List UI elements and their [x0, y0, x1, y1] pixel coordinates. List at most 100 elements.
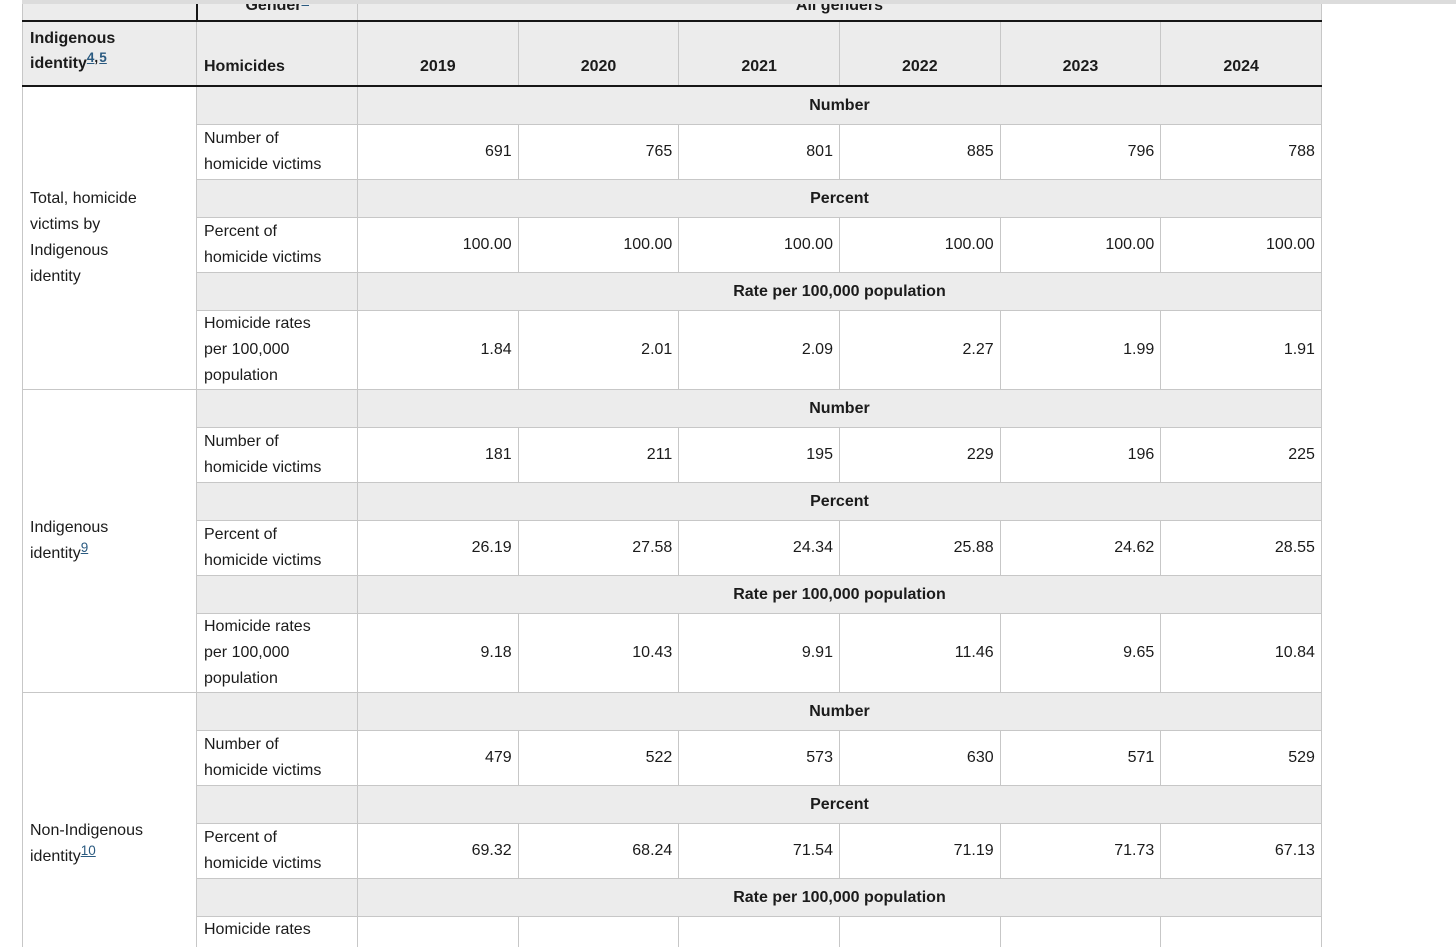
group-label-text: Indigenous identity9: [30, 515, 160, 567]
group-label-text: Non-Indigenous identity10: [30, 818, 160, 870]
section-header-spacer-cell: [196, 785, 358, 824]
section-header-percent: Percent: [357, 785, 1322, 824]
value-cell: 10.43: [517, 613, 680, 693]
year-column-header: 2023: [999, 20, 1162, 87]
gender-header-row: Gender7 All genders: [22, 0, 1322, 22]
group-label-name: Non-Indigenous identity: [30, 822, 143, 865]
row-label-text: Percent of homicide victims: [204, 829, 322, 872]
value-cell: 27.58: [517, 520, 680, 576]
value-cell: 9.18: [357, 613, 519, 693]
value-cell: 796: [999, 124, 1162, 180]
indigenous-identity-header-label: Indigenous identity: [30, 30, 116, 72]
value-cell: 69.32: [357, 823, 519, 879]
section-header-row: Rate per 100,000 population: [23, 272, 1322, 311]
value-cell: 100.00: [999, 217, 1162, 273]
group-label: Total, homicide victims by Indigenous id…: [22, 85, 197, 390]
data-row: Number of homicide victims 479 522 573 630 57…: [23, 730, 1322, 786]
value-cell: 1.58: [678, 916, 840, 947]
value-cell: 26.19: [357, 520, 519, 576]
value-cell: 529: [1160, 730, 1322, 786]
data-row: Number of homicide victims 181 211 195 229 19…: [23, 427, 1322, 483]
section-header-number: Number: [357, 85, 1322, 125]
value-cell: 100.00: [838, 217, 1001, 273]
section-header-row: Rate per 100,000 population: [23, 575, 1322, 614]
value-cell: 1.99: [999, 310, 1162, 390]
group-label: Non-Indigenous identity10: [22, 692, 197, 947]
value-cell: 788: [1160, 124, 1322, 180]
section-header-row: Percent: [23, 482, 1322, 521]
row-label-text: Number of homicide victims: [204, 130, 322, 173]
footnote-separator: ,: [94, 50, 100, 65]
value-cell: 100.00: [357, 217, 519, 273]
year-column-header: 2021: [678, 20, 840, 87]
footnote-sup: 10: [81, 843, 96, 858]
year-column-header: 2024: [1160, 20, 1322, 87]
value-cell: 71.54: [678, 823, 840, 879]
corner-cell: [22, 0, 197, 22]
value-cell: 24.62: [999, 520, 1162, 576]
value-cell: 630: [838, 730, 1001, 786]
value-cell: 765: [517, 124, 680, 180]
value-cell: 100.00: [1160, 217, 1322, 273]
value-cell: 71.73: [999, 823, 1162, 879]
row-label-text: Percent of homicide victims: [204, 223, 322, 266]
indigenous-identity-column-header: Indigenous identity4, 5: [22, 20, 197, 87]
value-cell: 1.45: [517, 916, 680, 947]
data-row: Homicide rates per 100,000 population 1.3…: [23, 916, 1322, 947]
section-header-percent: Percent: [357, 179, 1322, 218]
section-header-rate: Rate per 100,000 population: [357, 272, 1322, 311]
data-row: Percent of homicide victims 26.19 27.58 24.…: [23, 520, 1322, 576]
value-cell: 211: [517, 427, 680, 483]
section-header-row: Rate per 100,000 population: [23, 878, 1322, 917]
row-label-text: Number of homicide victims: [204, 736, 322, 779]
value-cell: 229: [838, 427, 1001, 483]
row-label-text: Homicide rates per 100,000 population: [204, 618, 311, 687]
footnote-sup: 9: [81, 540, 89, 555]
value-cell: 11.46: [838, 613, 1001, 693]
row-label-number: Number of homicide victims: [196, 427, 358, 483]
data-row: Number of homicide victims 691 765 801 885 79…: [23, 124, 1322, 180]
value-cell: 68.24: [517, 823, 680, 879]
value-cell: 2.09: [678, 310, 840, 390]
row-label-rate: Homicide rates per 100,000 population: [196, 916, 358, 947]
section-header-rate: Rate per 100,000 population: [357, 575, 1322, 614]
footnote-link[interactable]: 5: [99, 50, 107, 65]
year-column-header: 2020: [517, 20, 680, 87]
homicide-statistics-table: Gender7 All genders Indigenous identity4…: [22, 0, 1322, 947]
group-label: Indigenous identity9: [22, 389, 197, 693]
horizontal-scrollbar-track[interactable]: [22, 0, 1456, 4]
data-row: Percent of homicide victims 69.32 68.24 71.…: [23, 823, 1322, 879]
footnote-link[interactable]: 4: [86, 50, 95, 65]
section-header-row: Indigenous identity9 Number: [22, 389, 1322, 693]
main-header-row: Indigenous identity4, 5 Homicides 2019 2…: [22, 20, 1322, 87]
row-label-text: Number of homicide victims: [204, 433, 322, 476]
value-cell: 1.35: [1160, 916, 1322, 947]
section-header-spacer-cell: [196, 179, 358, 218]
value-cell: 25.88: [838, 520, 1001, 576]
section-header-spacer-cell: [196, 878, 358, 917]
group-label-name: Total, homicide victims by Indigenous id…: [30, 190, 137, 285]
section-header-spacer-cell: [196, 692, 358, 731]
row-label-text: Percent of homicide victims: [204, 526, 322, 569]
footnote-link[interactable]: 10: [80, 843, 96, 858]
value-cell: 573: [678, 730, 840, 786]
data-row: Homicide rates per 100,000 population 1.8…: [23, 310, 1322, 390]
homicides-column-header: Homicides: [196, 20, 358, 87]
value-cell: 885: [838, 124, 1001, 180]
value-cell: 522: [517, 730, 680, 786]
row-label-text: Homicide rates per 100,000 population: [204, 315, 311, 384]
section-header-spacer-cell: [196, 85, 358, 125]
value-cell: 100.00: [678, 217, 840, 273]
section-header-row: Percent: [23, 179, 1322, 218]
value-cell: 2.01: [517, 310, 680, 390]
value-cell: 71.19: [838, 823, 1001, 879]
row-label-rate: Homicide rates per 100,000 population: [196, 310, 358, 390]
section-header-rate: Rate per 100,000 population: [357, 878, 1322, 917]
value-cell: 571: [999, 730, 1162, 786]
footnote-link[interactable]: 9: [80, 540, 89, 555]
section-header-spacer-cell: [196, 575, 358, 614]
section-header-row: Percent: [23, 785, 1322, 824]
value-cell: 1.34: [357, 916, 519, 947]
section-header-spacer-cell: [196, 389, 358, 428]
value-cell: 1.71: [838, 916, 1001, 947]
